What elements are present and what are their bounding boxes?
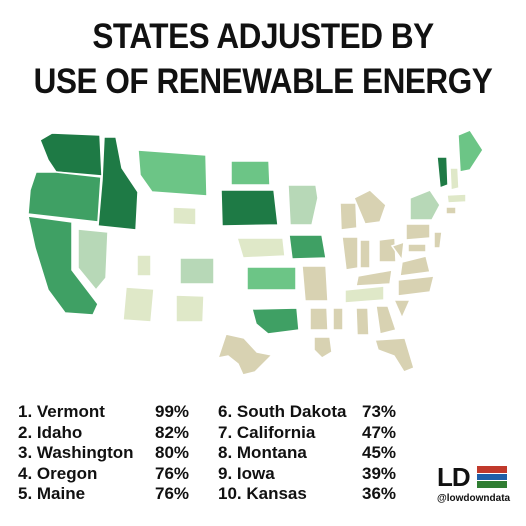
ranking-value: 36%	[362, 484, 397, 503]
state-nebraska	[235, 237, 286, 259]
state-oklahoma	[251, 307, 300, 335]
ranking-value: 76%	[155, 484, 190, 503]
state-oregon	[27, 171, 102, 223]
ranking-value: 39%	[362, 463, 397, 483]
state-kansas	[246, 266, 297, 291]
state-idaho	[97, 136, 139, 231]
state-massachusetts	[446, 193, 467, 204]
state-new-york	[409, 189, 441, 221]
state-maryland	[407, 243, 427, 253]
state-new-jersey	[433, 231, 443, 249]
state-california	[27, 215, 99, 316]
ranking-value: 45%	[362, 443, 397, 462]
state-utah	[136, 254, 152, 277]
title-line-2: USE OF RENEWABLE ENERGY	[33, 62, 493, 101]
ranking-value: 80%	[155, 443, 190, 462]
state-south-dakota	[220, 189, 279, 227]
ranking-value: 99%	[155, 402, 190, 421]
lowdowndata-logo: LD @lowdowndata	[437, 464, 517, 504]
state-iowa	[288, 234, 327, 260]
ranking-label: 2. Idaho	[18, 422, 83, 442]
state-wyoming	[172, 206, 197, 226]
ranking-value: 47%	[362, 422, 397, 442]
ranking-label: 1. Vermont	[18, 402, 105, 421]
state-alabama	[355, 307, 370, 336]
state-west-virginia	[390, 240, 405, 263]
state-washington	[39, 132, 103, 177]
state-arizona	[122, 286, 155, 323]
ranking-label: 8. Montana	[218, 443, 307, 462]
state-michigan	[353, 189, 387, 225]
state-nevada	[77, 228, 109, 292]
state-louisiana	[313, 336, 333, 359]
ranking-label: 9. Iowa	[218, 463, 275, 483]
state-virginia	[399, 255, 431, 277]
state-indiana	[359, 239, 371, 269]
ranking-value: 76%	[155, 463, 190, 483]
state-montana	[137, 149, 208, 197]
state-minnesota	[287, 184, 319, 226]
state-new-mexico	[175, 294, 205, 323]
state-illinois	[341, 236, 359, 271]
state-kentucky	[355, 269, 393, 287]
state-south-carolina	[392, 299, 412, 320]
state-connecticut	[445, 206, 457, 215]
state-tennessee	[344, 285, 385, 304]
state-vermont	[436, 156, 449, 190]
state-pennsylvania	[405, 223, 431, 241]
state-north-dakota	[230, 160, 271, 186]
ranking-label: 10. Kansas	[218, 484, 307, 503]
ranking-label: 5. Maine	[18, 484, 86, 503]
state-florida	[374, 337, 415, 373]
flag-icon	[477, 466, 507, 488]
ranking-value: 82%	[155, 422, 190, 442]
us-map	[27, 129, 484, 376]
state-maine	[457, 129, 484, 173]
ranking-label: 4. Oregon	[18, 463, 98, 483]
state-ohio	[378, 237, 397, 263]
state-north-carolina	[397, 275, 435, 297]
ranking-value: 73%	[362, 402, 397, 421]
logo-mark: LD	[437, 462, 471, 492]
state-missouri	[301, 265, 329, 302]
state-colorado	[179, 257, 215, 285]
state-wisconsin	[339, 202, 358, 231]
state-arkansas	[309, 307, 329, 331]
logo-handle: @lowdowndata	[437, 493, 511, 504]
state-georgia	[375, 305, 397, 335]
state-texas	[216, 333, 274, 376]
ranking-label: 7. California	[218, 422, 316, 442]
state-mississippi	[332, 307, 344, 331]
state-new-hampshire	[449, 167, 460, 191]
ranking-label: 6. South Dakota	[218, 402, 347, 421]
title-line-1: STATES ADJUSTED BY	[92, 17, 434, 56]
ranking-label: 3. Washington	[18, 443, 134, 462]
